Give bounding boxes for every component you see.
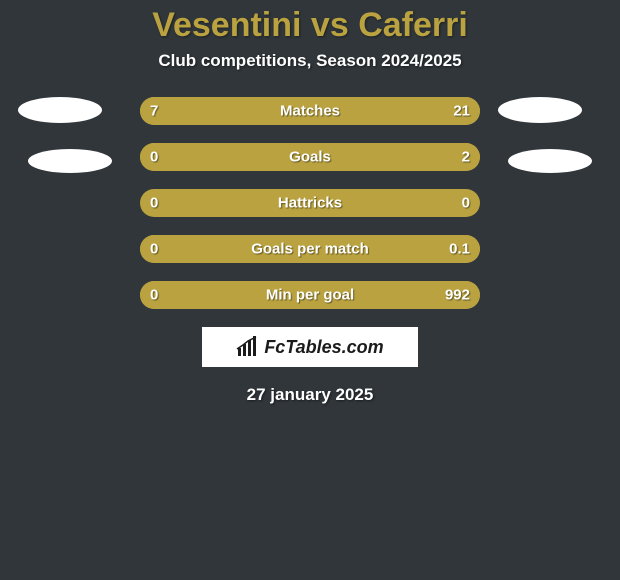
- stat-value-right: 992: [445, 287, 470, 304]
- placeholder-oval-left-1: [18, 97, 102, 123]
- player1-name: Vesentini: [152, 6, 301, 44]
- stat-label: Min per goal: [266, 287, 354, 304]
- vs-text: vs: [311, 6, 349, 44]
- stat-value-left: 7: [150, 103, 158, 120]
- placeholder-oval-right-2: [508, 149, 592, 173]
- comparison-card: Vesentini vs Caferri Club competitions, …: [0, 0, 620, 580]
- page-title: Vesentini vs Caferri: [0, 0, 620, 45]
- stat-bar-right: [225, 97, 480, 125]
- stat-value-left: 0: [150, 195, 158, 212]
- stat-value-right: 0: [462, 195, 470, 212]
- stats-area: 7 21 Matches 0 2 Goals 0 0 Hattricks 0 0.1 Goals pe…: [0, 97, 620, 309]
- branding-box: FcTables.com: [202, 327, 418, 367]
- stat-row: 7 21 Matches: [140, 97, 480, 125]
- placeholder-oval-right-1: [498, 97, 582, 123]
- stat-label: Matches: [280, 103, 340, 120]
- placeholder-oval-left-2: [28, 149, 112, 173]
- stat-label: Hattricks: [278, 195, 342, 212]
- stat-value-left: 0: [150, 241, 158, 258]
- stat-label: Goals: [289, 149, 331, 166]
- stats-holder: 7 21 Matches 0 2 Goals 0 0 Hattricks 0 0.1 Goals pe…: [0, 97, 620, 309]
- bar-chart-icon: [236, 336, 258, 358]
- stat-row: 0 0.1 Goals per match: [140, 235, 480, 263]
- date-text: 27 january 2025: [0, 385, 620, 405]
- stat-value-right: 2: [462, 149, 470, 166]
- branding-text: FcTables.com: [264, 337, 383, 358]
- stat-label: Goals per match: [251, 241, 369, 258]
- stat-row: 0 992 Min per goal: [140, 281, 480, 309]
- stat-value-left: 0: [150, 149, 158, 166]
- stat-value-left: 0: [150, 287, 158, 304]
- stat-value-right: 0.1: [449, 241, 470, 258]
- stat-row: 0 2 Goals: [140, 143, 480, 171]
- player2-name: Caferri: [358, 6, 468, 44]
- stat-row: 0 0 Hattricks: [140, 189, 480, 217]
- stat-value-right: 21: [453, 103, 470, 120]
- subtitle: Club competitions, Season 2024/2025: [0, 51, 620, 71]
